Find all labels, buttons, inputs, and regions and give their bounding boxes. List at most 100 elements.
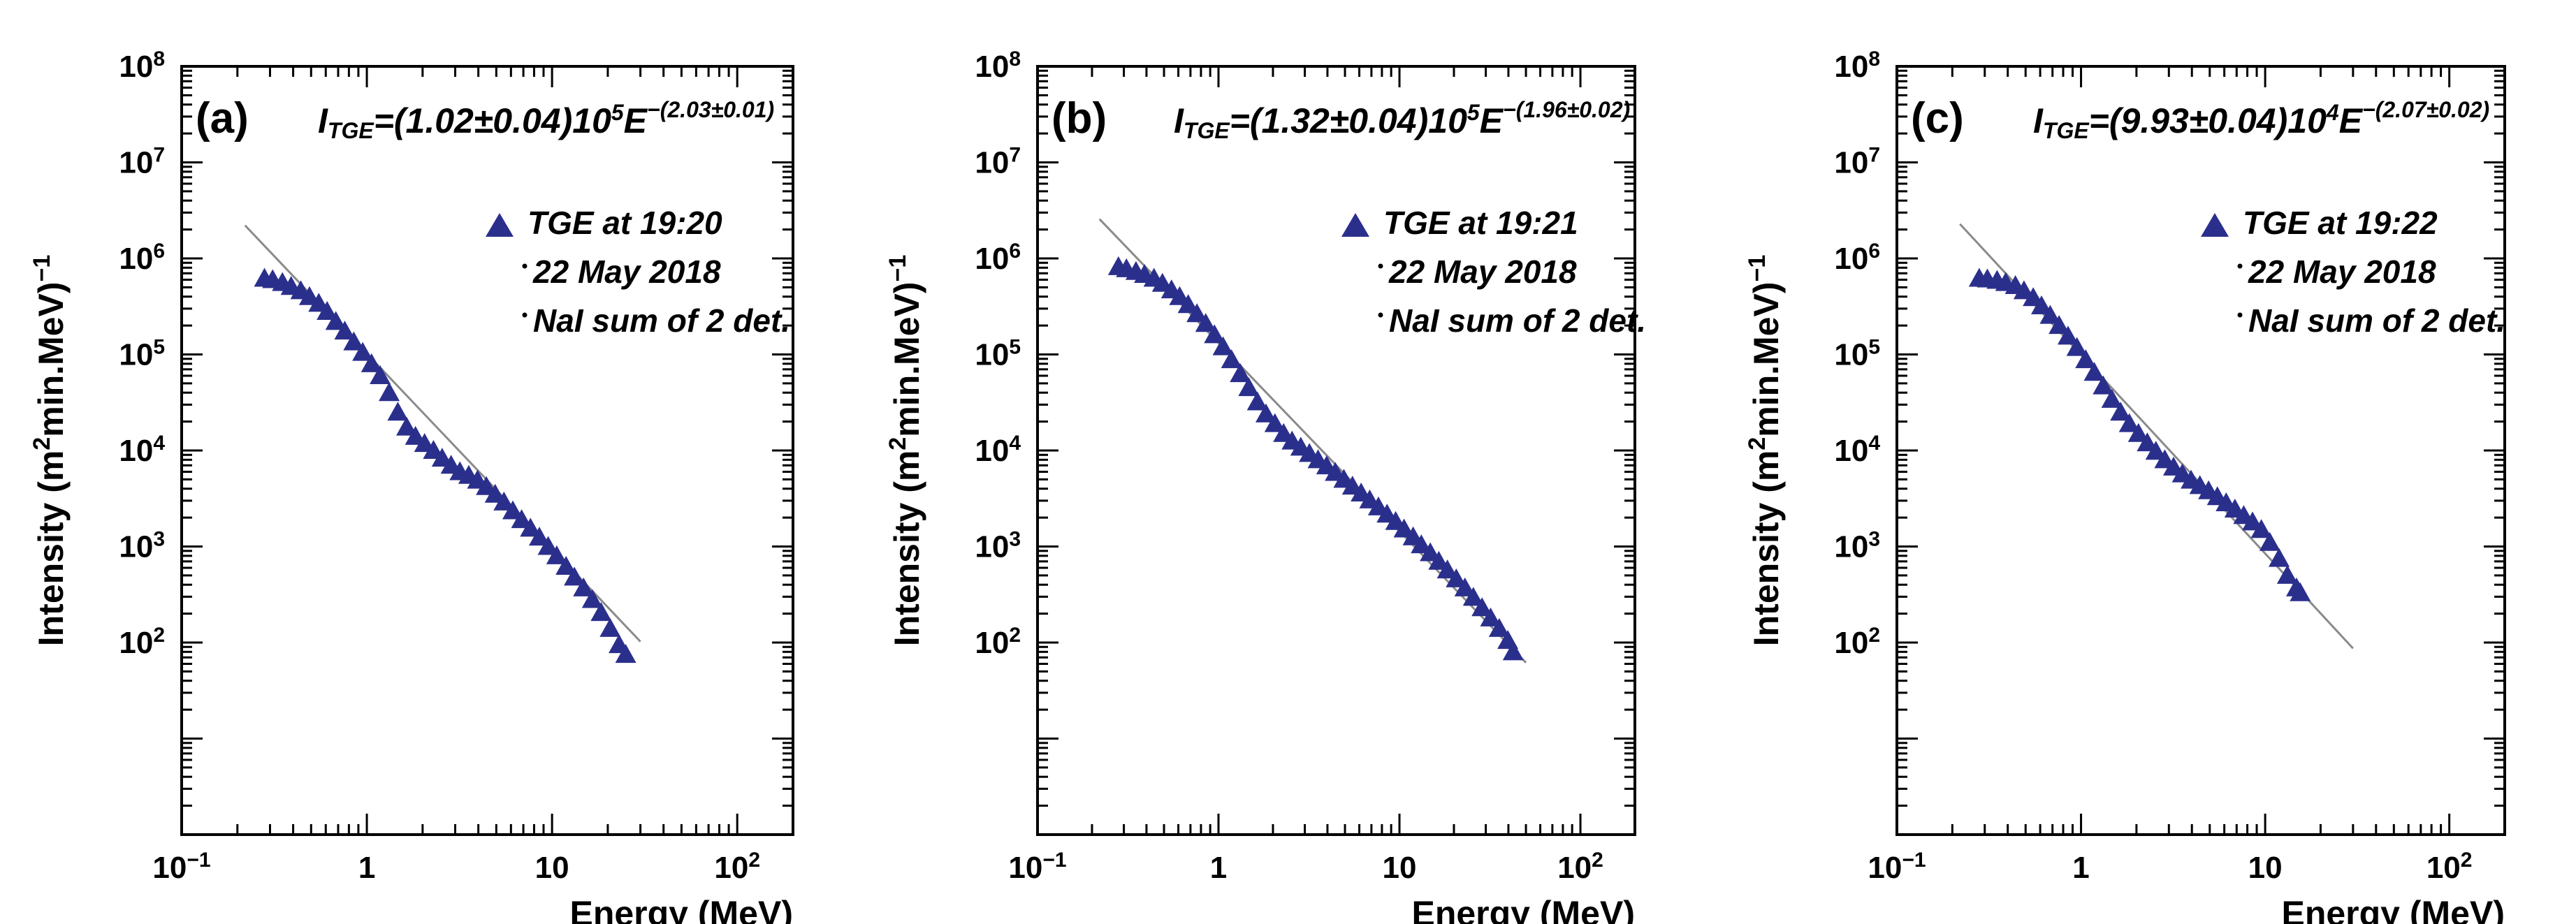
x-tick-label: 1 (1210, 851, 1227, 885)
legend-bullet (2237, 263, 2243, 269)
data-point (1238, 377, 1260, 397)
data-point (581, 589, 603, 608)
y-tick-label: 104 (119, 432, 165, 469)
axis-ticks (1036, 66, 1636, 836)
data-point (1246, 391, 1268, 411)
legend-marker (1341, 213, 1369, 237)
data-point (590, 602, 612, 622)
legend-title: TGE at 19:22 (2243, 205, 2438, 241)
data-point (573, 577, 595, 596)
data-point (2049, 315, 2070, 335)
y-tick-label: 105 (119, 335, 165, 372)
y-tick-label: 106 (1834, 240, 1880, 277)
data-point (1212, 336, 1234, 355)
data-point (370, 365, 391, 385)
legend-bullet (1378, 312, 1383, 318)
data-point (1428, 550, 1450, 570)
plot-area (1959, 223, 2354, 650)
data-point (502, 500, 523, 520)
plot-frame (180, 65, 794, 836)
data-point (599, 617, 621, 637)
y-tick-label: 107 (975, 143, 1021, 180)
x-tick-label: 1 (358, 851, 375, 885)
data-point (528, 527, 550, 546)
y-tick-label: 104 (975, 432, 1021, 469)
legend-line: 22 May 2018 (1388, 254, 1577, 290)
y-tick-label: 102 (1834, 624, 1880, 661)
data-point (546, 545, 567, 564)
data-point (1393, 518, 1415, 538)
y-tick-label: 108 (1834, 47, 1880, 85)
data-point (1436, 559, 1458, 579)
data-point (2057, 325, 2079, 345)
data-point (379, 382, 400, 402)
legend-line: NaI sum of 2 det. (533, 302, 790, 339)
data-point (537, 536, 559, 555)
legend-bullet (1378, 263, 1383, 269)
data-point (343, 331, 365, 351)
data-point (520, 518, 541, 537)
data-point (2039, 305, 2061, 324)
y-tick-label: 106 (975, 240, 1021, 277)
data-point (2075, 349, 2097, 369)
plot-area (244, 224, 641, 663)
y-tick-label: 103 (975, 527, 1021, 564)
x-tick-label: 102 (714, 849, 760, 886)
data-point (387, 402, 409, 421)
legend-title: TGE at 19:21 (1383, 205, 1578, 241)
data-point (2101, 388, 2123, 408)
data-point (1446, 568, 1467, 587)
x-tick-label: 102 (1557, 849, 1603, 886)
panel-label: (c) (1911, 94, 1964, 142)
data-point (511, 509, 532, 529)
data-point (1230, 363, 1251, 383)
x-tick-label: 10−1 (1008, 849, 1066, 886)
data-point (1411, 534, 1432, 554)
y-tick-label: 107 (1834, 143, 1880, 180)
data-point (316, 301, 338, 321)
data-point (2250, 519, 2272, 538)
legend-marker (2201, 213, 2229, 237)
axis-ticks (1895, 66, 2506, 836)
data-point (2110, 402, 2132, 421)
y-tick-label: 103 (119, 527, 165, 564)
y-tick-label: 104 (1834, 432, 1880, 469)
legend-bullet (2237, 312, 2243, 318)
data-point (2093, 375, 2114, 395)
legend-bullet (522, 263, 527, 269)
data-point (1480, 607, 1501, 626)
x-axis-label: Energy (MeV) (2281, 894, 2505, 924)
y-tick-label: 102 (119, 624, 165, 661)
data-point (564, 566, 585, 586)
fit-formula: ITGE=(9.93±0.04)104E−(2.07±0.02) (2033, 97, 2489, 143)
data-point (334, 321, 356, 340)
data-point (1462, 587, 1484, 606)
x-axis-label: Energy (MeV) (569, 894, 793, 924)
data-point (2290, 582, 2311, 601)
data-point (2269, 548, 2290, 567)
panel-label: (b) (1051, 94, 1107, 142)
data-point (1488, 617, 1510, 637)
legend-line: 22 May 2018 (532, 254, 721, 290)
data-point (2137, 432, 2158, 452)
y-tick-label: 107 (119, 143, 165, 180)
data-point (1502, 641, 1524, 661)
y-tick-label: 105 (975, 335, 1021, 372)
plot-area (1098, 218, 1527, 663)
y-tick-label: 103 (1834, 527, 1880, 564)
x-axis-label: Energy (MeV) (1411, 894, 1635, 924)
data-point (2118, 413, 2140, 432)
data-point (2276, 564, 2298, 584)
data-point (1221, 349, 1242, 369)
legend-bullet (522, 312, 527, 318)
legend-title: TGE at 19:20 (527, 205, 722, 241)
data-point (1420, 542, 1441, 562)
axis-ticks (180, 66, 794, 836)
data-point (1471, 597, 1493, 617)
data-point (2083, 362, 2105, 381)
data-point (1177, 294, 1199, 314)
y-axis-label: Intensity (m2min.MeV)−1 (1744, 255, 1786, 647)
data-point (1186, 303, 1208, 323)
x-tick-label: 10 (1383, 851, 1417, 885)
x-tick-label: 10 (2248, 851, 2283, 885)
